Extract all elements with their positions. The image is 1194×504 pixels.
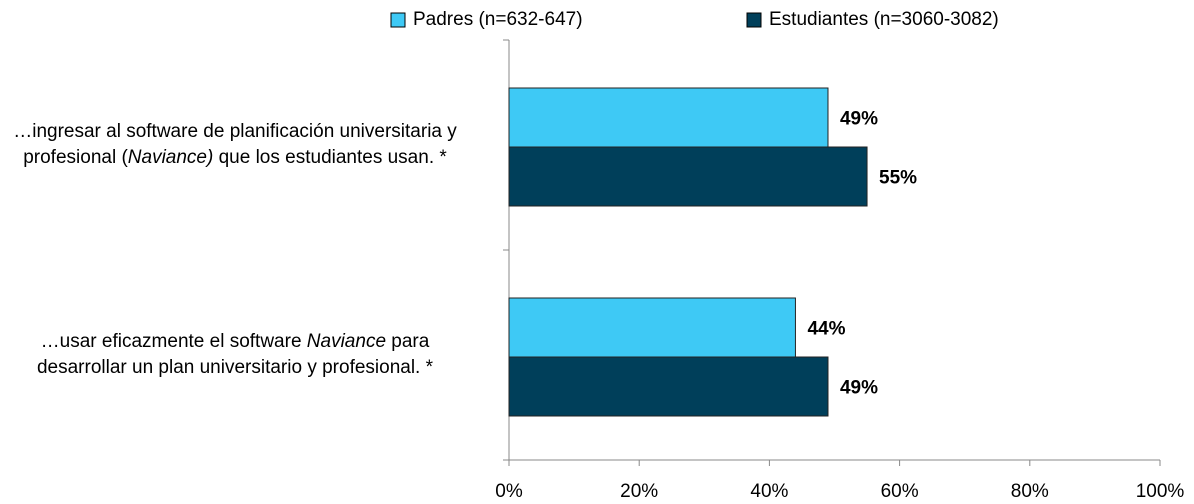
legend-swatch — [746, 12, 762, 28]
value-label: 49% — [840, 378, 878, 399]
legend-swatch — [390, 12, 406, 28]
bar — [508, 146, 868, 207]
category-label: …usar eficazmente el software Naviance p… — [0, 295, 470, 415]
bar — [508, 297, 796, 358]
category-label: …ingresar al software de planificación u… — [0, 85, 470, 205]
bar — [508, 87, 829, 148]
x-tick-label: 80% — [1011, 481, 1049, 502]
legend-label: Padres (n=632-647) — [413, 9, 583, 30]
category-label-box: …usar eficazmente el software Naviance p… — [0, 295, 470, 415]
legend-label: Estudiantes (n=3060-3082) — [769, 9, 999, 30]
category-text: …usar eficazmente el software Naviance p… — [0, 329, 470, 381]
x-tick-label: 60% — [881, 481, 919, 502]
value-label: 55% — [879, 168, 917, 189]
x-tick-label: 20% — [620, 481, 658, 502]
category-run: para desarrollar un plan universitario y… — [36, 331, 434, 378]
category-run: Naviance) — [127, 147, 214, 168]
category-text: …ingresar al software de planificación u… — [0, 119, 470, 171]
value-label: 44% — [807, 319, 845, 340]
x-tick-label: 40% — [750, 481, 788, 502]
bar — [508, 356, 829, 417]
value-label: 49% — [840, 109, 878, 130]
category-run: …usar eficazmente el software — [40, 331, 307, 352]
x-tick-label: 0% — [495, 481, 523, 502]
category-run: …ingresar al software de planificación u… — [13, 121, 457, 168]
category-label-box: …ingresar al software de planificación u… — [0, 85, 470, 205]
category-run: Naviance — [306, 331, 387, 352]
category-run: que los estudiantes usan. * — [213, 147, 447, 168]
x-tick-label: 100% — [1136, 481, 1185, 502]
